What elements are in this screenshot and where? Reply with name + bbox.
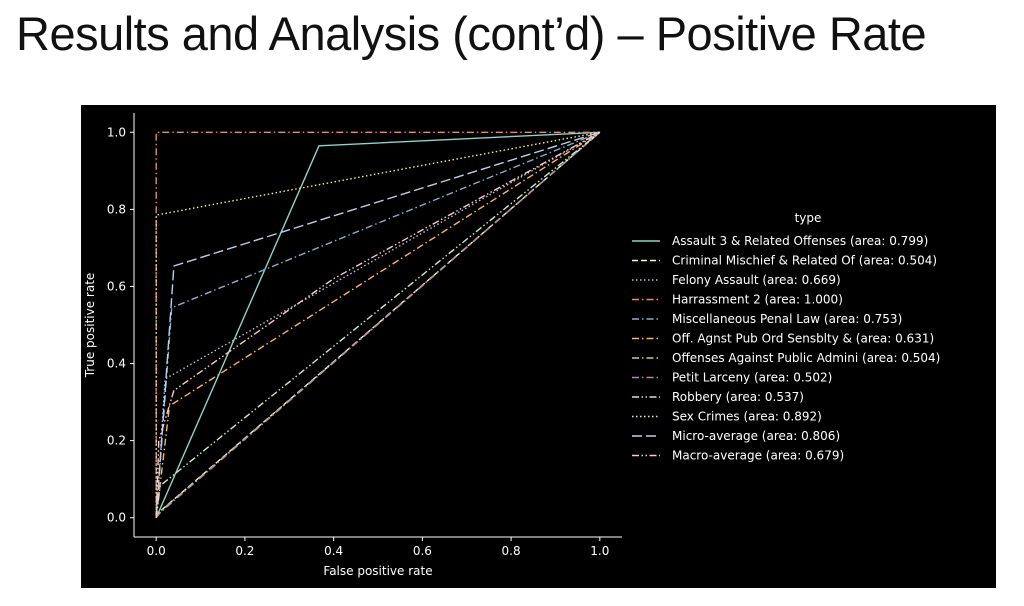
legend-entry: Robbery (area: 0.537) — [672, 390, 804, 404]
y-tick-label: 0.2 — [107, 434, 126, 448]
legend-entry: Micro-average (area: 0.806) — [672, 429, 840, 443]
slide-title: Results and Analysis (cont’d) – Positive… — [16, 7, 927, 60]
roc-line-series-5 — [155, 131, 601, 518]
legend-entry: Petit Larceny (area: 0.502) — [672, 371, 832, 385]
roc-line-series-9 — [155, 131, 601, 518]
legend-entry: Assault 3 & Related Offenses (area: 0.79… — [672, 234, 928, 248]
y-tick-label: 0.4 — [107, 357, 126, 371]
y-tick-label: 0.8 — [107, 202, 126, 216]
legend-entry: Miscellaneous Penal Law (area: 0.753) — [672, 312, 902, 326]
x-tick-label: 0.6 — [413, 544, 432, 558]
y-tick-label: 1.0 — [107, 125, 126, 139]
x-tick-label: 0.8 — [502, 544, 521, 558]
x-tick-label: 0.0 — [147, 544, 166, 558]
legend-entry: Criminal Mischief & Related Of (area: 0.… — [672, 254, 937, 268]
x-axis-label: False positive rate — [323, 564, 432, 578]
roc-line-series-11 — [155, 131, 601, 518]
x-tick-label: 0.2 — [235, 544, 254, 558]
legend-entry: Offenses Against Public Admini (area: 0.… — [672, 351, 940, 365]
legend-entry: Sex Crimes (area: 0.892) — [672, 410, 822, 424]
legend-entry: Off. Agnst Pub Ord Sensblty & (area: 0.6… — [672, 332, 934, 346]
y-tick-label: 0.6 — [107, 279, 126, 293]
legend-title: type — [795, 211, 822, 225]
roc-chart: 0.0 0.2 0.4 0.6 0.8 1.0 0.0 0.2 0.4 0.6 0.8 1.0 Fals… — [83, 113, 940, 578]
roc-line-series-12 — [155, 131, 601, 518]
roc-line-series-1 — [155, 131, 600, 518]
y-tick-label: 0.0 — [107, 511, 126, 525]
x-tick-label: 1.0 — [590, 544, 609, 558]
legend-entry: Felony Assault (area: 0.669) — [672, 273, 841, 287]
legend-entry: Harrassment 2 (area: 1.000) — [672, 293, 843, 307]
x-tick-label: 0.4 — [324, 544, 343, 558]
legend-entry: Macro-average (area: 0.679) — [672, 449, 844, 463]
roc-line-series-6 — [155, 131, 601, 518]
roc-line-series-3 — [155, 131, 601, 518]
roc-line-series-10 — [155, 131, 600, 518]
y-axis-label: True positive rate — [83, 273, 97, 379]
roc-line-series-8 — [155, 131, 601, 519]
roc-chart-panel: 0.0 0.2 0.4 0.6 0.8 1.0 0.0 0.2 0.4 0.6 0.8 1.0 Fals… — [81, 105, 996, 588]
